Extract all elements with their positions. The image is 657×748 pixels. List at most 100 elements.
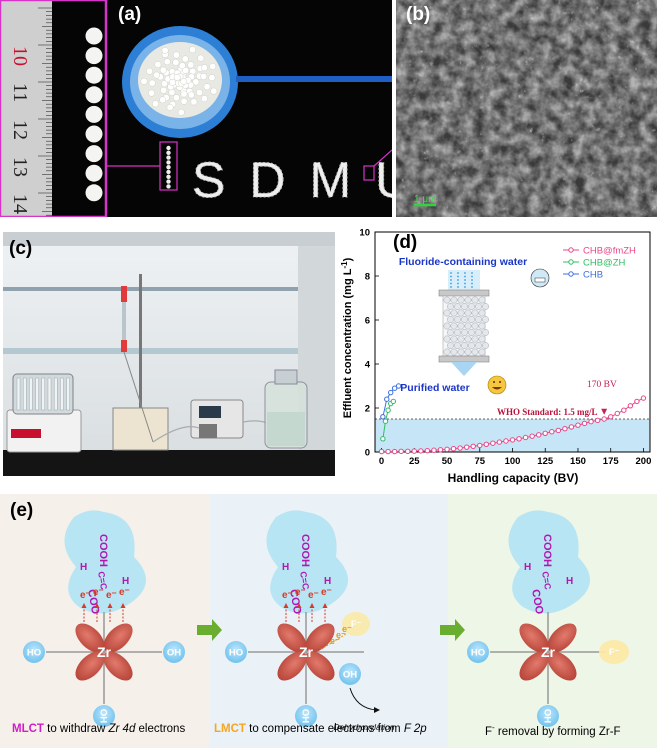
data-point <box>555 427 562 434</box>
d-orbital-lobe <box>277 623 307 653</box>
caption-lmct: LMCT to compensate electrons from F 2p <box>214 723 427 735</box>
electron-label: e⁻ <box>342 624 352 634</box>
net-handle <box>236 76 392 82</box>
data-point <box>450 446 457 452</box>
data-point <box>535 432 542 438</box>
data-point <box>431 447 437 453</box>
panel-e: COOH H H C=C COO Zr HO OH OH e⁻ e⁻ e⁻ e⁻ COOH H H C=C COO… <box>0 494 657 748</box>
bead <box>166 155 171 160</box>
cooh-label: COOH <box>97 534 109 567</box>
coo-label: COO <box>529 588 545 615</box>
sem-image: 1 μm <box>396 0 657 217</box>
oh-group <box>93 705 115 727</box>
y-tick-label: 10 <box>359 228 370 239</box>
panel-label-b: (b) <box>406 4 431 25</box>
data-point <box>418 448 424 454</box>
panel-d: Effluent concentration (mg L-1) Handling… <box>335 220 657 490</box>
ligand-blob <box>508 510 591 614</box>
fluoride-orbital <box>342 612 370 636</box>
data-point <box>391 448 398 455</box>
x-tick-label: 25 <box>409 456 420 467</box>
bead <box>166 174 171 179</box>
bead <box>85 145 103 163</box>
x-axis-label: Handling capacity (BV) <box>448 471 579 485</box>
h-label: H <box>524 562 531 573</box>
breakthrough-arrow <box>601 408 608 415</box>
ruler <box>0 0 52 217</box>
legend-marker <box>568 247 574 253</box>
bead <box>166 184 171 189</box>
stand-rod <box>139 274 142 450</box>
h-label: H <box>80 562 87 573</box>
data-point <box>562 425 568 432</box>
data-point <box>470 443 476 449</box>
data-point <box>477 442 483 449</box>
electron-label: e⁻ <box>93 587 104 598</box>
data-point <box>411 448 417 454</box>
outflow-arrow <box>451 362 477 376</box>
data-point <box>640 395 647 401</box>
electron-label: e⁻ <box>80 590 91 601</box>
panel-a-photo: 10 11 12 13 14 SDMU <box>0 0 392 217</box>
oh-label: HO <box>471 648 485 659</box>
scale-bar-label: 1 μm <box>414 194 436 205</box>
legend-label: CHB <box>583 270 603 281</box>
dehydroxylation-label: Dehydroxylation <box>334 722 395 732</box>
zr-atom-label: Zr <box>299 644 314 660</box>
ruler-ticks <box>38 7 52 216</box>
happy-face-icon <box>487 375 507 395</box>
y-tick-label: 4 <box>365 360 371 371</box>
oh-group <box>467 641 489 663</box>
bead <box>85 184 103 202</box>
data-point <box>503 438 509 444</box>
oh-label: OH <box>167 648 181 659</box>
zr-atom-label: Zr <box>97 644 112 660</box>
coo-label: COO <box>287 588 303 615</box>
d-orbital-lobe <box>277 651 307 681</box>
ruler-number: 12 <box>9 120 31 140</box>
data-point <box>568 424 575 430</box>
panel-b: 1 μm (b) <box>396 0 657 217</box>
bead <box>85 47 103 65</box>
data-point <box>382 418 389 424</box>
oh-label: HO <box>229 648 243 659</box>
leaving-oh-group <box>339 663 361 685</box>
fluoride-label: F⁻ <box>351 619 361 629</box>
data-point <box>444 446 450 453</box>
electron-label: e⁻ <box>330 636 340 646</box>
data-point <box>463 444 470 450</box>
cooh-label: COOH <box>299 534 311 567</box>
data-point <box>483 441 490 448</box>
cc-label: C=C <box>298 571 311 591</box>
legend-label: CHB@ZH <box>583 258 626 269</box>
y-tick-label: 6 <box>365 316 370 327</box>
bead <box>85 27 103 45</box>
data-point <box>581 420 588 427</box>
panel-label-e: (e) <box>10 500 34 521</box>
oh-group <box>163 641 185 663</box>
electron-label: e⁻ <box>321 587 332 598</box>
dehydroxylation-arrow <box>349 687 377 711</box>
highlight-box <box>159 141 178 191</box>
data-point <box>627 403 634 409</box>
ruler-number: 14 <box>9 194 31 214</box>
bead <box>166 165 171 170</box>
data-point <box>549 429 555 435</box>
bead <box>85 86 103 104</box>
shelf <box>3 348 335 354</box>
bead <box>85 164 103 182</box>
who-standard-label: WHO Standard: 1.5 mg/L <box>497 407 598 417</box>
d-orbital-lobe <box>547 623 577 653</box>
legend-marker <box>568 271 574 277</box>
oh-label: OH <box>300 709 311 723</box>
data-point <box>608 414 614 420</box>
data-point <box>388 389 394 396</box>
data-point <box>395 383 402 389</box>
cooh-label: COOH <box>541 534 553 567</box>
ligand-blob <box>266 510 349 614</box>
lmct-arrow <box>319 633 347 651</box>
data-point <box>588 418 594 425</box>
